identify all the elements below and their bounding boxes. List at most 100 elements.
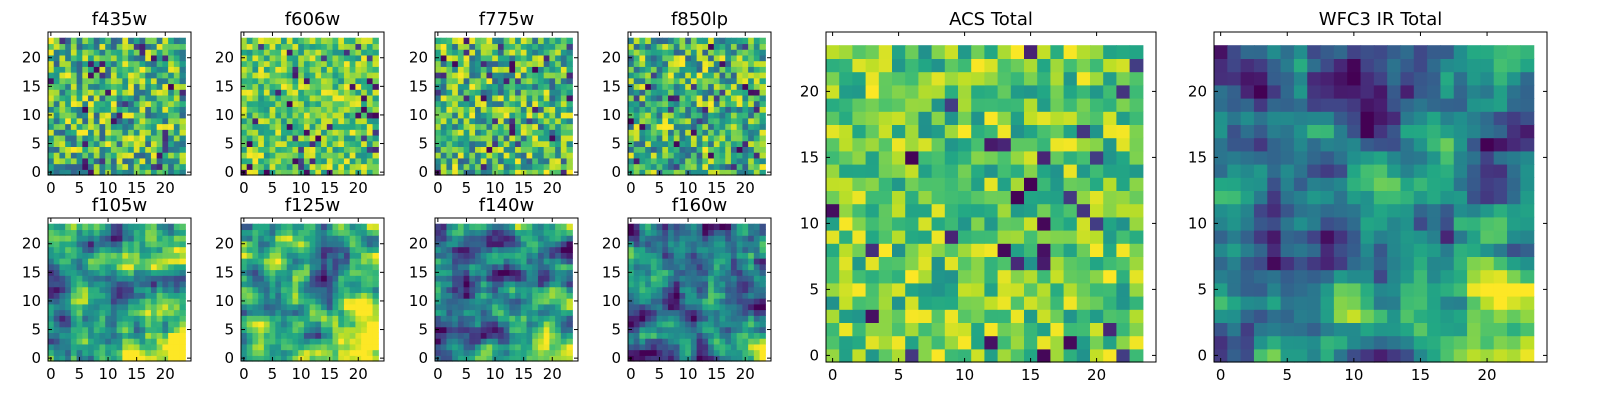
heatmap-cell xyxy=(338,281,344,287)
heatmap-cell xyxy=(691,158,697,164)
heatmap-cell xyxy=(509,327,515,333)
heatmap-cell xyxy=(435,264,441,270)
heatmap-cell xyxy=(737,146,743,152)
heatmap-cell xyxy=(128,112,134,118)
heatmap-cell xyxy=(321,310,327,316)
heatmap-cell xyxy=(275,344,281,350)
heatmap-cell xyxy=(310,327,316,333)
heatmap-cell xyxy=(59,146,65,152)
heatmap-cell xyxy=(122,224,128,230)
heatmap-cell xyxy=(162,235,168,241)
heatmap-cell xyxy=(270,141,276,147)
heatmap-cell xyxy=(134,83,140,89)
heatmap-cell xyxy=(71,106,77,112)
heatmap-cell xyxy=(151,344,157,350)
heatmap-cell xyxy=(668,350,674,356)
heatmap-cell xyxy=(128,247,134,253)
heatmap-cell xyxy=(180,344,186,350)
heatmap-cell xyxy=(48,129,54,135)
heatmap-cell xyxy=(754,72,760,78)
heatmap-cell xyxy=(134,146,140,152)
heatmap-cell xyxy=(65,146,71,152)
heatmap-cell xyxy=(48,304,54,310)
heatmap-cell xyxy=(668,292,674,298)
heatmap-cell xyxy=(281,252,287,258)
heatmap-cell xyxy=(668,332,674,338)
heatmap-cell xyxy=(361,141,367,147)
heatmap-cell xyxy=(639,38,645,44)
heatmap-cell xyxy=(281,264,287,270)
heatmap-cell xyxy=(737,292,743,298)
heatmap-cell xyxy=(679,112,685,118)
heatmap-cell xyxy=(561,89,567,95)
heatmap-cell xyxy=(634,327,640,333)
heatmap-cell xyxy=(708,101,714,107)
heatmap-cell xyxy=(469,327,475,333)
heatmap-cell xyxy=(128,275,134,281)
heatmap-cell xyxy=(555,101,561,107)
heatmap-cell xyxy=(549,344,555,350)
heatmap-cell xyxy=(105,146,111,152)
heatmap-cell xyxy=(59,152,65,158)
heatmap-cell xyxy=(561,61,567,67)
heatmap-cell xyxy=(281,78,287,84)
heatmap-cell xyxy=(321,95,327,101)
heatmap-cell xyxy=(748,38,754,44)
heatmap-cell xyxy=(111,61,117,67)
heatmap-cell xyxy=(674,106,680,112)
heatmap-cell xyxy=(527,229,533,235)
heatmap-cell xyxy=(464,164,470,170)
heatmap-cell xyxy=(481,327,487,333)
heatmap-cell xyxy=(1050,349,1064,363)
heatmap-cell xyxy=(174,152,180,158)
heatmap-cell xyxy=(275,241,281,247)
heatmap-cell xyxy=(742,66,748,72)
heatmap-cell xyxy=(77,95,83,101)
heatmap-cell xyxy=(82,269,88,275)
heatmap-cell xyxy=(645,66,651,72)
heatmap-cell xyxy=(122,118,128,124)
heatmap-cell xyxy=(264,118,270,124)
heatmap-cell xyxy=(458,95,464,101)
heatmap-cell xyxy=(1116,296,1130,310)
heatmap-cell xyxy=(134,101,140,107)
heatmap-cell xyxy=(679,264,685,270)
heatmap-cell xyxy=(338,235,344,241)
heatmap-cell xyxy=(59,310,65,316)
heatmap-cell xyxy=(241,281,247,287)
heatmap-cell xyxy=(458,49,464,55)
heatmap-cell xyxy=(270,55,276,61)
heatmap-cell xyxy=(567,141,573,147)
heatmap-cell xyxy=(538,146,544,152)
heatmap-cell xyxy=(504,61,510,67)
heatmap-cell xyxy=(567,327,573,333)
heatmap-cell xyxy=(327,287,333,293)
heatmap-cell xyxy=(668,264,674,270)
heatmap-cell xyxy=(521,72,527,78)
heatmap-cell xyxy=(310,252,316,258)
heatmap-cell xyxy=(99,310,105,316)
heatmap-cell xyxy=(685,281,691,287)
heatmap-cell xyxy=(82,164,88,170)
heatmap-cell xyxy=(281,66,287,72)
heatmap-cell xyxy=(714,112,720,118)
heatmap-cell xyxy=(544,78,550,84)
heatmap-cell xyxy=(310,241,316,247)
heatmap-cell xyxy=(82,141,88,147)
heatmap-cell xyxy=(174,158,180,164)
heatmap-cell xyxy=(350,43,356,49)
heatmap-cell xyxy=(315,49,321,55)
heatmap-cell xyxy=(674,89,680,95)
heatmap-cell xyxy=(475,124,481,130)
heatmap-cell xyxy=(486,78,492,84)
heatmap-cell xyxy=(48,61,54,67)
heatmap-cell xyxy=(128,344,134,350)
heatmap-cell xyxy=(134,49,140,55)
heatmap-cell xyxy=(117,38,123,44)
heatmap-cell xyxy=(668,338,674,344)
heatmap-cell xyxy=(754,61,760,67)
heatmap-cell xyxy=(742,72,748,78)
heatmap-cell xyxy=(128,118,134,124)
heatmap-cell xyxy=(555,106,561,112)
heatmap-cell xyxy=(373,281,379,287)
